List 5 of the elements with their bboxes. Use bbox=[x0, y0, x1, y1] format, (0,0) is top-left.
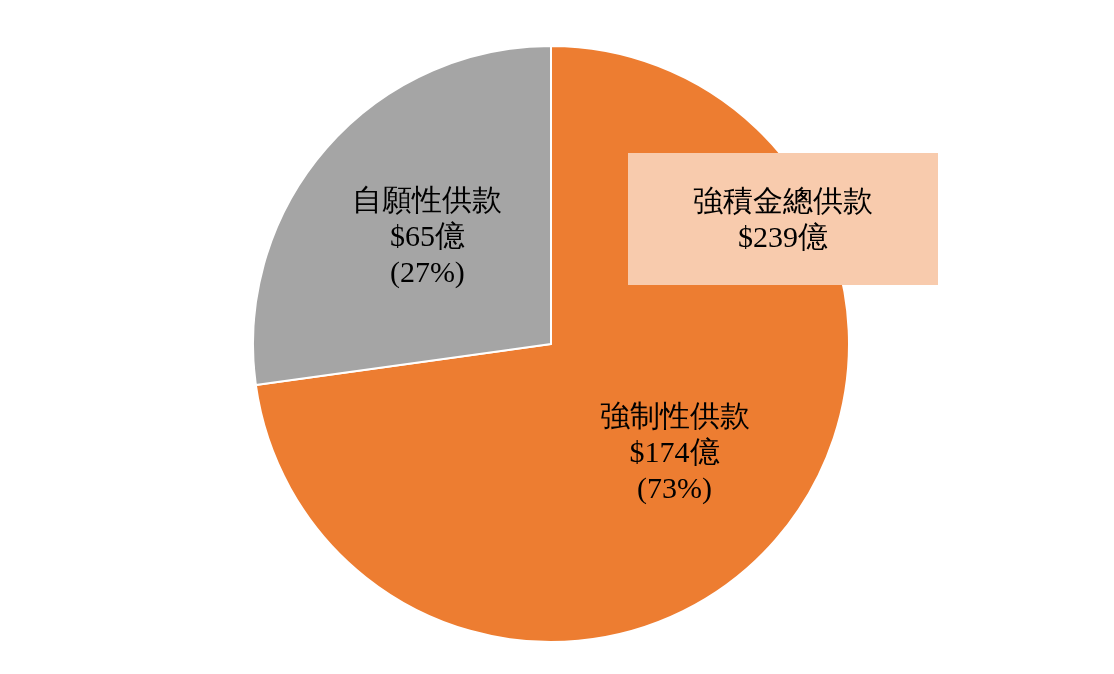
slice-label: 強制性供款 bbox=[599, 398, 750, 432]
slice-label: 自願性供款 bbox=[352, 183, 503, 217]
data-label: $174億 (73%) bbox=[629, 434, 720, 505]
data-label: $65億 (27%) bbox=[389, 219, 465, 290]
text: 強積金總供款 $239億 bbox=[693, 184, 873, 253]
